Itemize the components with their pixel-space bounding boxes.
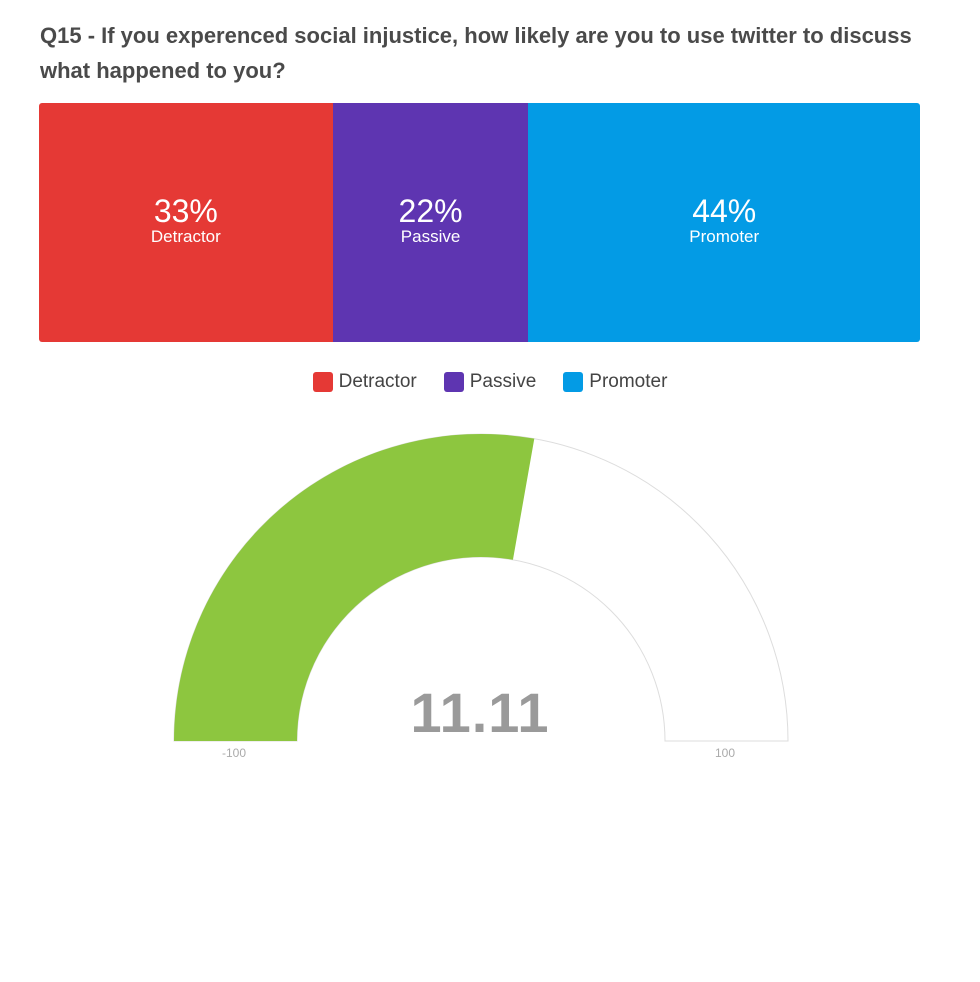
legend-item-promoter[interactable]: Promoter [563,371,667,393]
legend-item-passive[interactable]: Passive [443,371,537,393]
nps-stacked-bar: 33% Detractor 22% Passive 44% Promoter [39,103,920,342]
gauge-fill [174,434,535,741]
segment-promoter-label: Promoter [689,226,760,246]
legend: Detractor Passive Promoter [0,369,980,395]
segment-passive-label: Passive [400,226,461,246]
segment-passive[interactable]: 22% Passive [332,103,529,342]
gauge-max-label: 100 [715,746,736,760]
legend-label-promoter: Promoter [589,371,668,392]
legend-swatch-detractor [312,372,333,392]
legend-item-detractor[interactable]: Detractor [312,371,417,393]
segment-detractor-label: Detractor [150,226,221,246]
segment-promoter[interactable]: 44% Promoter [528,103,920,342]
segment-detractor[interactable]: 33% Detractor [39,103,333,342]
legend-label-detractor: Detractor [338,371,417,392]
segment-detractor-percent: 33% [153,192,218,229]
legend-swatch-promoter [563,372,584,392]
gauge-value: 11.11 [410,681,550,744]
legend-label-passive: Passive [469,371,537,392]
segment-passive-percent: 22% [398,192,463,229]
segment-promoter-percent: 44% [692,192,757,229]
gauge-min-label: -100 [222,746,247,760]
legend-swatch-passive [443,372,464,392]
question-title: Q15 - If you experenced social injustice… [40,23,912,83]
